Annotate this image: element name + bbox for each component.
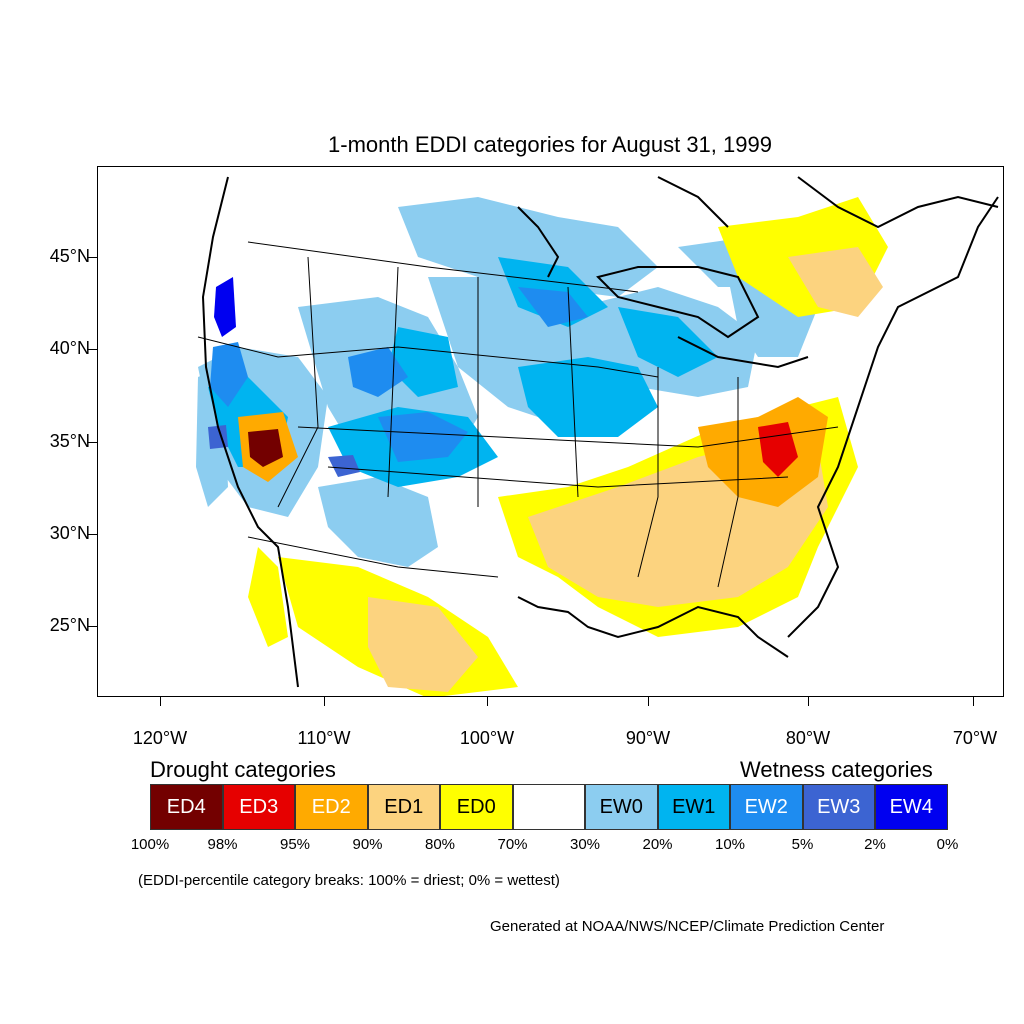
break-label: 100% bbox=[130, 836, 170, 853]
lat-label: 45°N bbox=[49, 246, 90, 266]
legend-cell: ED3 bbox=[222, 784, 295, 830]
lon-label: 120°W bbox=[132, 728, 188, 748]
lat-tick bbox=[88, 442, 97, 443]
map-title: 1-month EDDI categories for August 31, 1… bbox=[328, 132, 772, 157]
legend-cell: ED2 bbox=[295, 784, 368, 830]
legend-cell: EW4 bbox=[875, 784, 948, 830]
ed4-regions bbox=[248, 429, 283, 467]
lat-label: 25°N bbox=[49, 615, 90, 635]
legend-cell: EW2 bbox=[730, 784, 803, 830]
lat-tick bbox=[88, 534, 97, 535]
break-label: 90% bbox=[352, 836, 383, 853]
lon-label: 110°W bbox=[297, 728, 351, 748]
lon-label: 90°W bbox=[625, 728, 671, 748]
break-label: 70% bbox=[497, 836, 528, 853]
break-label: 10% bbox=[714, 836, 746, 853]
lat-label: 35°N bbox=[49, 431, 90, 451]
map-canvas bbox=[196, 176, 999, 696]
lat-label: 30°N bbox=[49, 523, 90, 543]
break-label: 30% bbox=[569, 836, 601, 853]
category-legend: ED4 ED3 ED2 ED1 ED0 EW0 EW1 EW2 EW3 EW4 bbox=[150, 784, 948, 830]
footnote: (EDDI-percentile category breaks: 100% =… bbox=[138, 872, 560, 889]
legend-cell bbox=[512, 784, 585, 830]
credit-line: Generated at NOAA/NWS/NCEP/Climate Predi… bbox=[490, 918, 885, 935]
legend-cell: ED4 bbox=[150, 784, 223, 830]
legend-cell: EW3 bbox=[802, 784, 875, 830]
break-label: 20% bbox=[642, 836, 673, 853]
lon-label: 70°W bbox=[952, 728, 998, 748]
lat-tick bbox=[88, 257, 97, 258]
lon-label: 100°W bbox=[459, 728, 515, 748]
lon-label: 80°W bbox=[785, 728, 831, 748]
lon-tick bbox=[324, 697, 325, 706]
lon-tick bbox=[648, 697, 649, 706]
break-label: 95% bbox=[279, 836, 311, 853]
break-label: 5% bbox=[791, 836, 814, 853]
ed3-regions bbox=[758, 422, 798, 477]
lat-tick bbox=[88, 349, 97, 350]
lat-tick bbox=[88, 626, 97, 627]
legend-cell: EW0 bbox=[585, 784, 658, 830]
break-label: 98% bbox=[207, 836, 238, 853]
legend-cell: ED1 bbox=[367, 784, 440, 830]
lon-tick bbox=[160, 697, 161, 706]
legend-cell: ED0 bbox=[440, 784, 513, 830]
ew4-regions bbox=[214, 277, 236, 337]
break-label: 80% bbox=[424, 836, 456, 853]
lat-label: 40°N bbox=[49, 338, 90, 358]
wetness-heading: Wetness categories bbox=[740, 757, 933, 782]
drought-heading: Drought categories bbox=[150, 757, 336, 782]
eddi-map bbox=[97, 166, 1004, 697]
lon-tick bbox=[808, 697, 809, 706]
lon-tick bbox=[973, 697, 974, 706]
state-boundaries bbox=[197, 241, 839, 588]
break-label: 2% bbox=[864, 836, 886, 853]
break-label: 0% bbox=[936, 836, 959, 853]
coastlines bbox=[201, 176, 999, 688]
lon-tick bbox=[487, 697, 488, 706]
legend-cell: EW1 bbox=[657, 784, 730, 830]
